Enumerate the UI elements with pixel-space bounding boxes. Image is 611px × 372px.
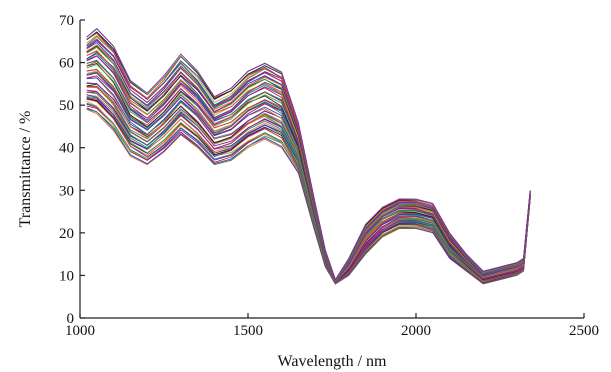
y-tick-label: 60 [59,56,74,72]
spectrum-series-line [86,49,531,282]
x-axis-label: Wavelength / nm [278,353,387,370]
x-tick-label: 2000 [401,323,431,339]
spectrum-series-line [86,44,531,282]
spectrum-series-line [86,46,531,282]
y-axis-label: Transmittance / % [17,111,34,228]
y-tick-label: 20 [59,226,74,242]
y-tick-label: 70 [59,13,74,29]
spectrum-series-line [86,28,531,281]
spectrum-series-line [86,42,531,281]
spectrum-series-line [86,50,531,282]
y-tick-label: 40 [59,141,74,157]
spectrum-series-line [86,45,531,282]
y-tick-label: 0 [67,311,75,327]
x-tick-label: 1000 [65,323,95,339]
axes-layer: 1000 1500 2000 2500 0 10 20 30 40 50 60 70 [59,13,599,339]
y-tick-label: 10 [59,268,74,284]
y-tick-label: 30 [59,183,74,199]
spectrum-series-line [86,55,531,282]
spectrum-series-line [86,53,531,282]
x-tick-label: 2500 [569,323,599,339]
x-tick-label: 1500 [233,323,263,339]
spectrum-series-line [86,34,531,281]
spectrum-series-line [86,36,531,281]
series-layer [86,28,531,285]
y-tick-label: 50 [59,98,74,114]
spectrum-series-line [86,44,531,281]
spectrum-series-line [86,55,531,282]
